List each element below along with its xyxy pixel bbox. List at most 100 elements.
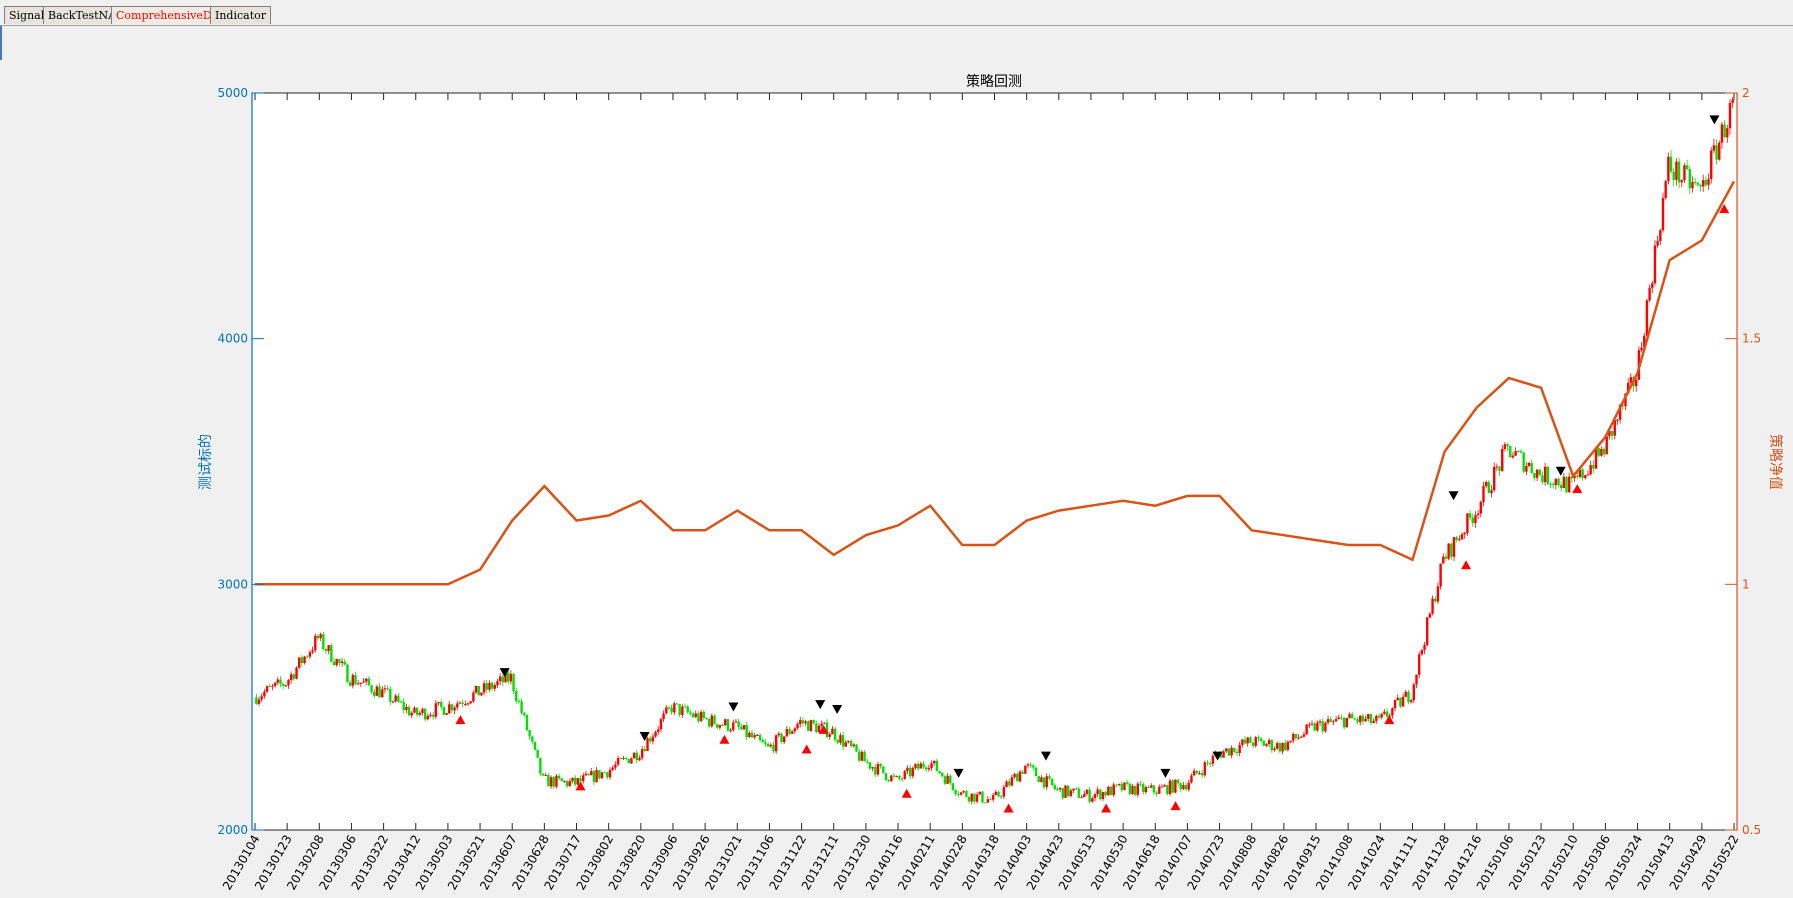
candle-body [1439, 563, 1442, 587]
left-y-axis-label: 测试标的 [198, 434, 214, 490]
candle-body [1037, 776, 1040, 783]
candle-body [332, 661, 336, 666]
candle-body [871, 767, 874, 769]
candle-body [1088, 789, 1091, 802]
candle-body [1715, 145, 1718, 160]
candle-body [335, 659, 338, 666]
candle-body [959, 792, 963, 795]
candle-body [1200, 773, 1204, 776]
candle-body [1723, 124, 1726, 138]
candle-body [541, 773, 545, 776]
candle-body [1576, 475, 1579, 477]
candle-body [903, 771, 906, 779]
candle-body [638, 757, 641, 761]
candle-body [1581, 469, 1584, 479]
left-y-tick-label: 3000 [217, 577, 248, 591]
candle-body [839, 735, 842, 743]
tab-backtestnav[interactable]: BackTestNAV [43, 6, 129, 24]
candle-body [1525, 465, 1528, 472]
candle-body [1144, 787, 1148, 793]
candle-body [1142, 784, 1145, 793]
candle-body [766, 744, 770, 747]
candle-body [1468, 513, 1472, 518]
candle-body [1147, 787, 1150, 789]
candle-body [1042, 777, 1046, 788]
candle-body [1361, 715, 1365, 722]
candle-body [1501, 449, 1504, 471]
candle-body [1375, 715, 1378, 721]
candle-body [1359, 715, 1362, 723]
candle-body [1026, 764, 1030, 766]
candle-body [1653, 245, 1657, 284]
candle-body [1412, 684, 1416, 701]
candle-body [303, 656, 306, 664]
candle-body [943, 776, 947, 784]
tab-comprehensivedemo[interactable]: ComprehensiveDemo [111, 6, 241, 24]
candle-body [986, 799, 990, 803]
candle-body [1208, 763, 1212, 765]
candle-body [924, 767, 928, 770]
candle-body [1688, 168, 1691, 189]
candle-body [780, 733, 783, 743]
candle-body [1112, 784, 1115, 796]
candle-body [279, 679, 282, 684]
candle-body [1099, 789, 1102, 800]
candle-body [1034, 767, 1038, 777]
candle-body [1040, 777, 1043, 783]
candle-body [1286, 741, 1290, 750]
candle-body [370, 685, 373, 692]
candle-body [1235, 751, 1239, 753]
tab-indicator[interactable]: Indicator [210, 6, 272, 24]
candle-body [1455, 537, 1458, 541]
candle-body [734, 721, 738, 723]
candle-body [1171, 780, 1174, 793]
candle-body [1383, 711, 1386, 714]
candle-body [1284, 742, 1287, 750]
candle-body [879, 764, 882, 767]
candle-body [1117, 783, 1121, 786]
sell-marker [832, 704, 843, 714]
candle-body [1562, 476, 1566, 489]
candle-body [273, 682, 277, 686]
candle-body [1246, 737, 1249, 744]
candle-body [1514, 451, 1517, 456]
candle-body [1404, 691, 1407, 697]
chart-title: 策略回测 [966, 73, 1022, 90]
candle-body [399, 701, 403, 703]
candle-body [1353, 718, 1357, 720]
candle-body [1321, 721, 1324, 732]
candle-body [1677, 161, 1681, 183]
candle-body [1509, 446, 1512, 458]
candle-body [1018, 771, 1022, 782]
candle-body [584, 773, 588, 776]
candle-body [1061, 788, 1065, 798]
candle-body [1364, 718, 1367, 722]
focus-marker [0, 26, 2, 60]
candle-body [308, 652, 312, 657]
candle-body [1069, 790, 1073, 797]
candle-body [426, 715, 430, 720]
candle-body [847, 740, 850, 743]
candle-body [268, 686, 271, 688]
candle-body [381, 689, 384, 698]
candle-body [442, 706, 446, 715]
candle-body [354, 675, 357, 685]
candle-body [649, 738, 652, 742]
candle-body [257, 699, 261, 704]
candle-body [1241, 739, 1244, 746]
candle-body [525, 715, 529, 731]
candle-body [571, 777, 574, 782]
candle-body [1380, 713, 1383, 718]
candle-body [997, 791, 1000, 797]
candle-body [544, 775, 547, 777]
candle-body [1618, 405, 1622, 420]
candle-body [343, 661, 346, 665]
sell-marker [499, 668, 510, 678]
candle-body [1150, 785, 1153, 788]
candle-body [868, 762, 872, 769]
candle-body [919, 763, 923, 769]
candle-body [1377, 715, 1381, 718]
candle-body [1535, 469, 1539, 478]
